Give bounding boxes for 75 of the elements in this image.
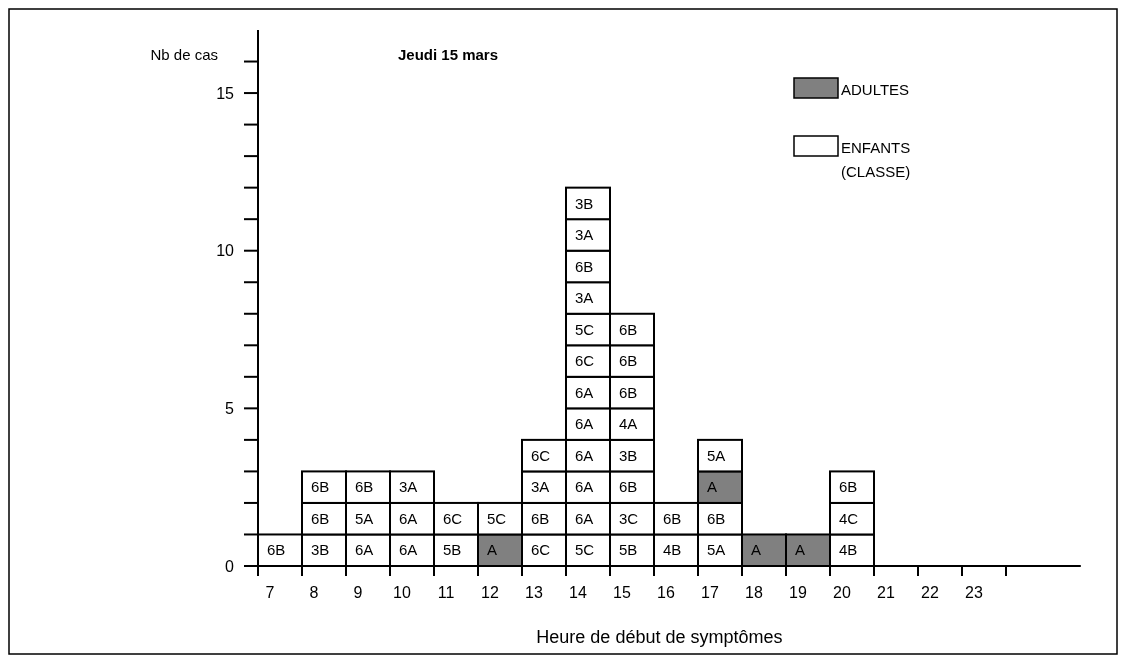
annotation: 6A (575, 478, 594, 496)
x-tick-label: 8 (309, 584, 319, 601)
annotation: 3A (575, 226, 594, 244)
annotation: 6A (399, 509, 418, 527)
annotation: 6A (355, 541, 374, 559)
annotation: 6B (663, 509, 682, 527)
annotation: 6B (267, 541, 286, 559)
x-tick-label: 20 (833, 584, 851, 601)
x-tick-label: 14 (569, 584, 587, 601)
x-tick-label: 21 (877, 584, 895, 601)
x-tick-label: 16 (657, 584, 675, 601)
y-tick-label: 5 (225, 399, 235, 417)
annotation: 6B (531, 509, 550, 527)
annotation: 4A (619, 415, 638, 433)
x-tick-label: 12 (481, 584, 499, 601)
annotation: 6C (443, 509, 463, 527)
annotation: 4B (839, 541, 858, 559)
annotation: 6B (575, 257, 594, 275)
annotation: 6B (619, 478, 638, 496)
annotation: 5C (575, 541, 595, 559)
annotation: 6B (311, 509, 330, 527)
annotation: 6A (575, 415, 594, 433)
annotation: 6A (575, 509, 594, 527)
annotation: 6A (399, 541, 418, 559)
x-tick-label: 22 (921, 584, 939, 601)
x-tick-label: 9 (353, 584, 363, 601)
annotation: 6B (355, 478, 374, 496)
annotation: 5A (355, 509, 374, 527)
annotation: 5C (575, 320, 595, 338)
annotation: 6B (707, 509, 726, 527)
annotation: 6C (531, 446, 551, 464)
legend-label: ADULTES (841, 81, 910, 98)
annotation: 6B (619, 352, 638, 370)
annotation: 3A (575, 289, 594, 307)
annotation: 3B (575, 194, 594, 212)
annotation: 3C (619, 509, 639, 527)
y-tick-label: 0 (225, 557, 235, 575)
annotation: 5B (443, 541, 462, 559)
x-tick-label: 18 (745, 584, 763, 601)
annotation: 6B (311, 478, 330, 496)
y-tick-label: 15 (216, 84, 235, 102)
y-axis-title: Nb de cas (150, 46, 218, 63)
annotation: A (487, 541, 498, 559)
annotation: 6A (575, 383, 594, 401)
x-tick-label: 23 (965, 584, 983, 601)
annotation: 6B (619, 320, 638, 338)
annotation: 5A (707, 446, 726, 464)
y-tick-label: 10 (216, 242, 235, 260)
annotation: 5B (619, 541, 638, 559)
annotation: 3A (399, 478, 418, 496)
annotation: 4B (663, 541, 682, 559)
annotation: 6C (531, 541, 551, 559)
x-tick-label: 7 (265, 584, 275, 601)
annotation: A (751, 541, 762, 559)
text: Jeudi 15 mars (397, 46, 499, 63)
x-tick-label: 15 (613, 584, 631, 601)
x-tick-label: 17 (701, 584, 719, 601)
annotation: 6B (839, 478, 858, 496)
x-tick-label: 19 (789, 584, 807, 601)
annotation: 6A (575, 446, 594, 464)
annotation: 6B (619, 383, 638, 401)
annotation: 6C (575, 352, 595, 370)
annotation: 4C (839, 509, 859, 527)
annotation: 3B (619, 446, 638, 464)
annotation: 3B (311, 541, 330, 559)
x-axis-title: Heure de début de symptômes (536, 627, 783, 647)
x-tick-label: 10 (393, 584, 411, 601)
legend-label: ENFANTS (CLASSE) (841, 139, 911, 180)
x-tick-label: 11 (437, 584, 455, 601)
annotation: 3A (531, 478, 550, 496)
annotation: 5C (487, 509, 507, 527)
annotation: A (795, 541, 806, 559)
annotation: 5A (707, 541, 726, 559)
x-tick-label: 13 (525, 584, 543, 601)
annotation: A (707, 478, 718, 496)
